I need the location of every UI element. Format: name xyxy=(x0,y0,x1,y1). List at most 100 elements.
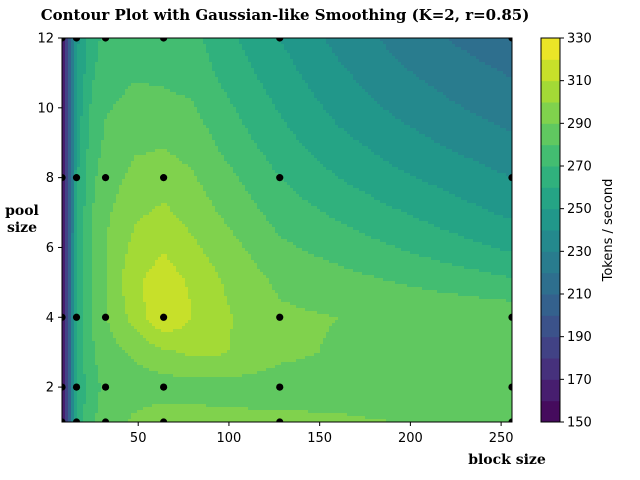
contour-cell xyxy=(272,71,276,75)
contour-cell xyxy=(362,68,366,72)
contour-cell xyxy=(257,53,261,57)
contour-cell xyxy=(128,47,132,51)
contour-cell xyxy=(341,44,345,48)
contour-cell xyxy=(377,53,381,57)
contour-cell xyxy=(119,44,123,48)
contour-cell xyxy=(299,62,303,66)
contour-cell xyxy=(290,56,294,60)
contour-cell xyxy=(200,62,204,66)
contour-cell xyxy=(488,62,492,66)
contour-cell xyxy=(386,71,390,75)
contour-cell xyxy=(272,62,276,66)
contour-cell xyxy=(398,47,402,51)
contour-cell xyxy=(215,65,219,69)
contour-cell xyxy=(401,65,405,69)
contour-cell xyxy=(83,56,87,60)
contour-cell xyxy=(506,71,510,75)
contour-cell xyxy=(68,71,72,75)
contour-cell xyxy=(62,59,66,63)
contour-cell xyxy=(119,68,123,72)
contour-cell xyxy=(374,44,378,48)
contour-cell xyxy=(278,41,282,45)
contour-cell xyxy=(482,62,486,66)
contour-cell xyxy=(377,47,381,51)
contour-cell xyxy=(332,38,336,42)
contour-cell xyxy=(215,50,219,54)
contour-cell xyxy=(179,44,183,48)
contour-cell xyxy=(152,41,156,45)
contour-cell xyxy=(464,59,468,63)
contour-cell xyxy=(116,71,120,75)
contour-cell xyxy=(482,65,486,69)
contour-cell xyxy=(230,38,234,42)
contour-cell xyxy=(209,44,213,48)
contour-cell xyxy=(224,44,228,48)
contour-cell xyxy=(266,50,270,54)
contour-cell xyxy=(101,71,105,75)
contour-cell xyxy=(386,47,390,51)
contour-cell xyxy=(428,47,432,51)
contour-cell xyxy=(281,50,285,54)
contour-cell xyxy=(410,47,414,51)
contour-cell xyxy=(458,65,462,69)
contour-cell xyxy=(200,56,204,60)
contour-cell xyxy=(95,56,99,60)
contour-cell xyxy=(503,47,507,51)
contour-cell xyxy=(191,47,195,51)
contour-cell xyxy=(242,62,246,66)
contour-cell xyxy=(497,68,501,72)
contour-cell xyxy=(125,56,129,60)
contour-cell xyxy=(104,68,108,72)
contour-cell xyxy=(143,41,147,45)
contour-cell xyxy=(248,53,252,57)
contour-cell xyxy=(188,59,192,63)
contour-cell xyxy=(206,56,210,60)
contour-cell xyxy=(203,38,207,42)
contour-cell xyxy=(116,56,120,60)
contour-cell xyxy=(239,41,243,45)
contour-cell xyxy=(422,59,426,63)
contour-cell xyxy=(320,65,324,69)
contour-cell xyxy=(317,41,321,45)
contour-cell xyxy=(188,50,192,54)
contour-cell xyxy=(380,59,384,63)
contour-cell xyxy=(77,50,81,54)
contour-cell xyxy=(500,53,504,57)
contour-cell xyxy=(338,53,342,57)
contour-cell xyxy=(455,50,459,54)
contour-cell xyxy=(467,65,471,69)
contour-cell xyxy=(182,44,186,48)
contour-cell xyxy=(164,50,168,54)
contour-cell xyxy=(185,44,189,48)
contour-cell xyxy=(374,71,378,75)
contour-cell xyxy=(146,68,150,72)
contour-cell xyxy=(305,38,309,42)
contour-cell xyxy=(212,62,216,66)
contour-cell xyxy=(95,47,99,51)
contour-cell xyxy=(296,50,300,54)
contour-cell xyxy=(302,44,306,48)
contour-cell xyxy=(401,56,405,60)
contour-cell xyxy=(485,41,489,45)
contour-cell xyxy=(329,62,333,66)
contour-cell xyxy=(140,65,144,69)
contour-cell xyxy=(248,41,252,45)
contour-cell xyxy=(389,62,393,66)
contour-cell xyxy=(386,41,390,45)
contour-cell xyxy=(104,62,108,66)
contour-cell xyxy=(437,62,441,66)
contour-cell xyxy=(272,56,276,60)
contour-cell xyxy=(257,47,261,51)
contour-cell xyxy=(269,53,273,57)
contour-cell xyxy=(437,47,441,51)
contour-cell xyxy=(68,41,72,45)
contour-cell xyxy=(314,41,318,45)
contour-cell xyxy=(140,59,144,63)
contour-cell xyxy=(293,68,297,72)
contour-cell xyxy=(134,56,138,60)
contour-cell xyxy=(191,62,195,66)
contour-cell xyxy=(170,41,174,45)
contour-cell xyxy=(479,56,483,60)
contour-cell xyxy=(491,62,495,66)
contour-cell xyxy=(365,41,369,45)
